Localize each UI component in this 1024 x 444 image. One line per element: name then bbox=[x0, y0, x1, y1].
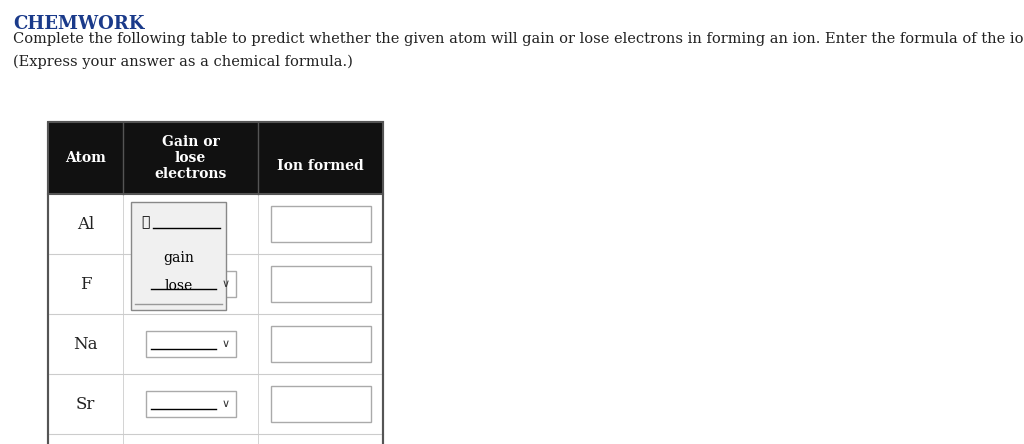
Text: Ion formed: Ion formed bbox=[278, 159, 364, 173]
Text: ∨: ∨ bbox=[221, 339, 229, 349]
Bar bbox=[145, 271, 236, 297]
Text: F: F bbox=[80, 275, 91, 293]
Bar bbox=[48, 122, 383, 444]
Text: Al: Al bbox=[77, 215, 94, 233]
Text: Complete the following table to predict whether the given atom will gain or lose: Complete the following table to predict … bbox=[13, 32, 1024, 46]
Bar bbox=[270, 386, 371, 422]
Bar bbox=[270, 206, 371, 242]
Text: (Express your answer as a chemical formula.): (Express your answer as a chemical formu… bbox=[13, 55, 353, 69]
Text: ✓: ✓ bbox=[141, 215, 150, 229]
Text: Gain or
lose
electrons: Gain or lose electrons bbox=[155, 135, 226, 181]
Text: ∨: ∨ bbox=[221, 279, 229, 289]
Bar bbox=[145, 331, 236, 357]
Text: lose: lose bbox=[165, 279, 193, 293]
Text: ∨: ∨ bbox=[221, 399, 229, 409]
Text: gain: gain bbox=[163, 251, 194, 265]
Bar bbox=[270, 266, 371, 302]
Bar bbox=[270, 326, 371, 362]
Text: Atom: Atom bbox=[66, 151, 105, 165]
Bar bbox=[131, 202, 226, 310]
Text: Na: Na bbox=[74, 336, 97, 353]
Bar bbox=[145, 391, 236, 417]
Bar bbox=[48, 122, 383, 194]
Bar bbox=[48, 122, 383, 444]
Text: CHEMWORK: CHEMWORK bbox=[13, 15, 144, 33]
Text: Sr: Sr bbox=[76, 396, 95, 412]
